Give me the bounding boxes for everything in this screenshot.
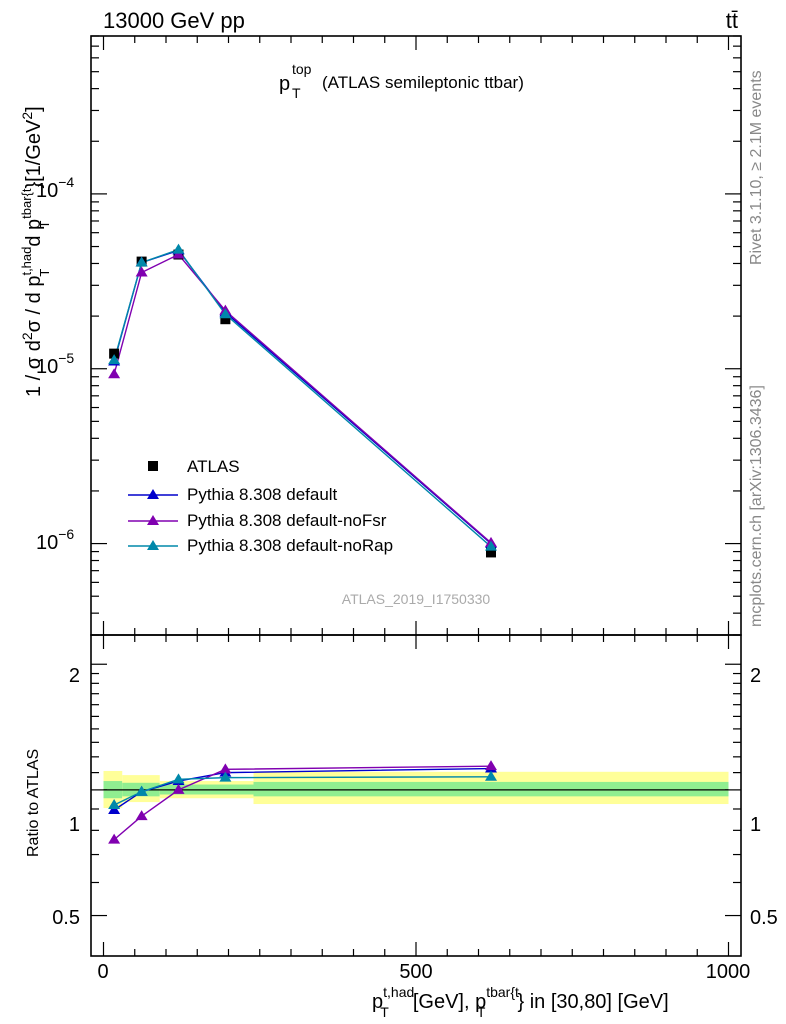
ratio-marker-1-4	[485, 760, 497, 771]
main-marker-3-1	[135, 256, 148, 267]
plot-title-rest: (ATLAS semileptonic ttbar)	[322, 73, 524, 92]
main-ytick-1e-6: 10−6	[36, 526, 74, 554]
main-ylabel-b: σ / d p	[23, 276, 45, 333]
legend-label-atlas: ATLAS	[187, 457, 240, 476]
ratio-y-tick-labels: 2 1 0.5 2 1 0.5	[52, 665, 778, 929]
legend-label-nofsr: Pythia 8.308 default-noFsr	[187, 511, 387, 530]
data-point-3	[220, 314, 231, 325]
analysis-ref: ATLAS_2019_I1750330	[342, 591, 491, 607]
ratio-marker-2-3	[219, 771, 232, 782]
ratio-marker-1-2	[172, 783, 185, 794]
main-marker-3-4	[485, 540, 497, 551]
ratio-marker-2-1	[135, 785, 148, 796]
ratio-marker-1-3	[219, 763, 232, 774]
xlabel-sup-tbar: tbar{t	[486, 984, 519, 1000]
xtick-0: 0	[97, 961, 108, 983]
xlabel-sup-thad: t,had	[383, 984, 414, 1000]
xtick-1000: 1000	[706, 961, 751, 983]
xlabel-c: } in [30,80] [GeV]	[517, 991, 668, 1013]
main-ylabel-d: }[1/GeV	[23, 119, 45, 189]
legend: ATLAS Pythia 8.308 default Pythia 8.308 …	[128, 457, 393, 555]
xlabel-p: p	[372, 991, 383, 1013]
legend-marker-norap	[147, 540, 159, 550]
main-ytick-1e-4: 10−4	[36, 174, 74, 202]
ratio-ytick-2-right: 2	[750, 665, 761, 687]
legend-marker-default	[147, 489, 159, 499]
ratio-marker-2-0	[108, 799, 121, 810]
main-y-axis-label: 1 / σ d2σ / d pt,had Td ptbar{tT}[1/GeV2]	[19, 106, 52, 397]
ratio-ytick-05-right: 0.5	[750, 907, 778, 929]
main-marker-2-1	[135, 266, 148, 277]
ratio-ytick-2-left: 2	[69, 665, 80, 687]
data-point-4	[486, 547, 496, 558]
legend-label-default: Pythia 8.308 default	[187, 485, 338, 504]
energy-label: 13000 GeV pp	[103, 8, 245, 33]
ratio-series	[108, 760, 497, 844]
x-axis-label: pt,had T [GeV], ptbar{t T} in [30,80] [GeV]	[372, 984, 669, 1020]
main-ylabel-sup-two: 2	[19, 332, 35, 340]
main-ylabel-sub-T1: T	[37, 269, 52, 277]
xlabel-sub-T2: T	[477, 1004, 486, 1020]
xlabel-sub-T1: T	[380, 1004, 389, 1020]
main-marker-2-0	[108, 368, 121, 379]
main-ylabel-close: ]	[23, 106, 45, 112]
main-series	[108, 243, 497, 558]
plot-title-sup: top	[292, 61, 312, 77]
ratio-ytick-05-left: 0.5	[52, 907, 80, 929]
ratio-ytick-1-right: 1	[750, 814, 761, 836]
ratio-y-axis-label: Ratio to ATLAS	[25, 749, 42, 857]
legend-marker-nofsr	[147, 515, 159, 525]
ratio-marker-2-4	[485, 770, 497, 781]
data-point-0	[109, 348, 120, 359]
main-y-tick-labels: 10−4 10−5 10−6	[36, 174, 74, 554]
legend-marker-atlas	[148, 461, 158, 471]
main-ylabel-c: d p	[23, 219, 45, 247]
plot-title-p: p	[279, 73, 290, 95]
main-marker-3-0	[108, 354, 121, 365]
process-label: tt̄	[726, 8, 738, 33]
axis-ticks	[91, 35, 741, 956]
xtick-500: 500	[399, 961, 432, 983]
main-ylabel-sup-two-b: 2	[19, 112, 35, 120]
main-ylabel-sup-thad: t,had	[19, 247, 34, 276]
band-inner-3	[253, 781, 729, 797]
ratio-marker-2-2	[172, 773, 185, 784]
main-ylabel-sup-tbar: tbar{t	[19, 188, 34, 219]
mcplots-label: mcplots.cern.ch [arXiv:1306.3436]	[748, 385, 765, 627]
plot-title: p top T (ATLAS semileptonic ttbar)	[279, 61, 524, 101]
ratio-marker-1-1	[135, 810, 148, 821]
legend-label-norap: Pythia 8.308 default-noRap	[187, 536, 393, 555]
main-ytick-1e-5: 10−5	[36, 350, 74, 378]
main-ylabel-a: 1 / σ d	[23, 340, 45, 397]
main-marker-3-2	[172, 243, 185, 254]
rivet-label: Rivet 3.1.10, ≥ 2.1M events	[748, 70, 765, 265]
plot-title-sub: T	[292, 85, 301, 101]
main-ylabel-sub-T2: T	[37, 221, 52, 229]
x-tick-labels: 0 500 1000	[97, 961, 750, 983]
main-marker-3-3	[219, 308, 232, 319]
xlabel-b: [GeV], p	[413, 991, 486, 1013]
ratio-ytick-1-left: 1	[69, 814, 80, 836]
ratio-marker-1-0	[108, 833, 121, 844]
